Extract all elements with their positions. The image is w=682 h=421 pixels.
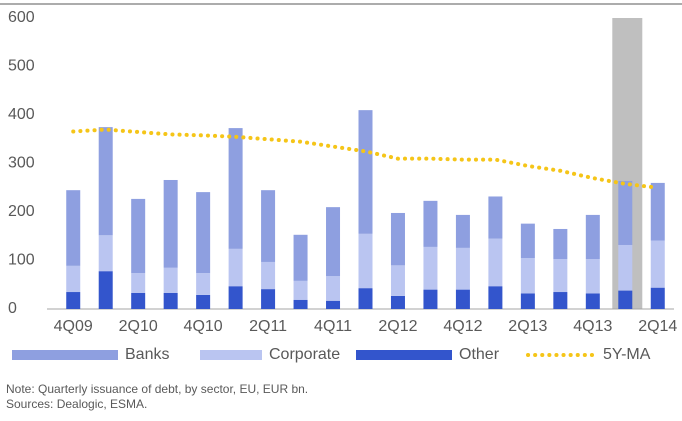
bar-segment [326,207,341,277]
bar-segment [261,289,276,309]
bar-segment [585,293,600,309]
x-tick-label: 2Q11 [249,318,287,335]
bar-segment [358,288,373,309]
bar-segment [66,190,81,266]
bar-segment [423,246,438,290]
bar-segment [455,289,470,309]
legend-swatch [200,350,262,360]
y-tick-label: 300 [8,155,35,172]
y-tick-label: 100 [8,252,35,269]
bar-segment [423,289,438,309]
bar-segment [228,248,243,287]
bar-segment [455,247,470,290]
bar-segment [228,286,243,309]
bar-segment [553,259,568,293]
x-tick-label: 2Q13 [508,318,547,335]
x-tick-label: 4Q10 [184,318,223,335]
bar-segment [585,259,600,294]
legend-swatch [356,350,452,360]
bar-segment [455,214,470,248]
bar-segment [488,196,503,239]
x-tick-label: 4Q11 [314,318,352,335]
y-tick-label: 500 [8,58,35,75]
bar-segment [131,273,146,293]
bar-segment [390,265,405,296]
bar-segment [261,190,276,262]
bar-segment [196,294,211,309]
bar-segment [98,235,113,272]
bar-segment [520,258,535,294]
bar-segment [228,128,243,249]
bar-segment [650,240,665,288]
x-tick-label: 2Q14 [638,318,677,335]
bar-segment [293,299,308,309]
bar-segment [131,292,146,309]
bar-segment [585,214,600,260]
note: Note: Quarterly issuance of debt, by sec… [6,382,308,396]
bar-segment [553,292,568,309]
bar-segment [163,267,178,293]
bar-segment [650,287,665,309]
bar-segment [423,200,438,247]
x-tick-label: 2Q10 [119,318,158,335]
x-tick-label: 2Q12 [378,318,417,335]
legend-label: 5Y-MA [603,346,651,363]
bar-segment [163,292,178,309]
bar-segment [326,276,341,301]
bar-segment [98,127,113,236]
x-tick-label: 4Q12 [443,318,482,335]
bar-segment [293,234,308,281]
bar-segment [131,198,146,274]
legend-label: Other [459,346,500,363]
note: Sources: Dealogic, ESMA. [6,397,147,411]
bar-segment [358,110,373,234]
bar-segment [163,179,178,268]
legend-label: Corporate [269,346,340,363]
bar-segment [196,192,211,274]
x-tick-label: 4Q09 [54,318,93,335]
bar-segment [196,273,211,295]
y-tick-label: 400 [8,106,35,123]
bar-segment [66,292,81,309]
bar-segment [650,182,665,241]
bar-segment [618,290,633,309]
bar-segment [520,293,535,309]
legend-label: Banks [125,346,169,363]
bar-segment [293,280,308,300]
legend-swatch [12,350,118,360]
bar-segment [326,300,341,309]
bar-segment [520,223,535,259]
bar-segment [358,233,373,289]
bar-segment [618,180,633,245]
bar-segment [553,228,568,260]
bar-segment [488,286,503,309]
bar-segment [390,212,405,266]
y-tick-label: 600 [8,9,35,26]
line-series [71,127,660,190]
x-tick-label: 4Q13 [573,318,612,335]
bar-segment [390,295,405,309]
y-tick-label: 200 [8,203,35,220]
bar-segment [98,271,113,309]
bar-segment [488,238,503,287]
bar-segment [261,261,276,290]
y-tick-label: 0 [8,300,17,317]
bar-segment [618,244,633,291]
bar-segment [66,265,81,293]
